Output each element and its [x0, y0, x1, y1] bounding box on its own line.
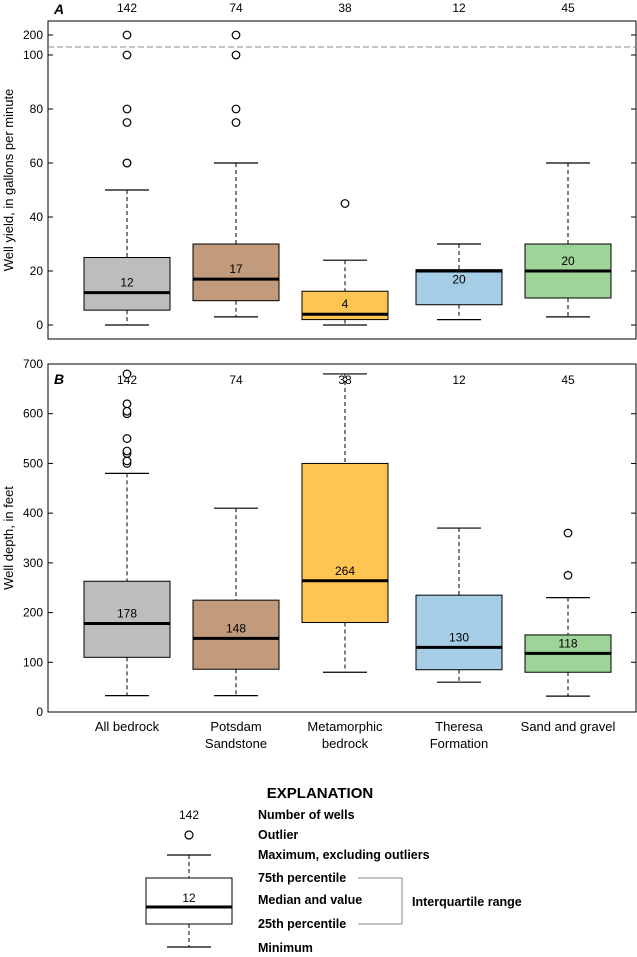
- panel-b-median-value: 148: [226, 621, 246, 635]
- panel-b-median-value: 264: [335, 564, 355, 578]
- x-axis-labels: All bedrock Potsdam Sandstone Metamorphic be…: [95, 719, 616, 751]
- panel-a-outlier: [122, 30, 132, 40]
- panel-a-outlier: [122, 118, 132, 127]
- panel-a-count-label: 38: [338, 1, 352, 15]
- panel-b-count-label: 142: [117, 373, 137, 387]
- panel-b-ytick-label: 600: [23, 407, 43, 421]
- x-category-label: Potsdam: [210, 719, 261, 734]
- panel-b-letter: B: [54, 371, 64, 387]
- panel-b-ytick-label: 200: [23, 606, 43, 620]
- panel-a-ytick-label: 40: [30, 210, 44, 224]
- panel-b-ytick-label: 400: [23, 506, 43, 520]
- panel-b-outlier: [122, 456, 132, 466]
- panel-b-count-label: 45: [561, 373, 575, 387]
- panel-a-letter: A: [53, 1, 64, 17]
- panel-b-outlier: [122, 399, 132, 409]
- panel-b-ytick-label: 700: [23, 357, 43, 371]
- panel-a-ytick-label: 200: [23, 28, 43, 42]
- panel-b-box: [83, 580, 171, 658]
- panel-a-median-value: 4: [342, 297, 349, 311]
- panel-b-box: [415, 594, 503, 671]
- iqr-bracket: [358, 877, 403, 925]
- panel-b-ytick-label: 500: [23, 456, 43, 470]
- panel-a-median-value: 17: [229, 262, 243, 276]
- panel-b-median-value: 118: [558, 636, 577, 650]
- panel-a-box: [83, 257, 171, 311]
- panel-a-plot: 0 20 40 60 80 100 200 142 12 74 17 38 4 12 20 45 20: [23, 1, 636, 332]
- panel-b-box: [301, 462, 389, 624]
- panel-b-outlier: [122, 434, 132, 443]
- panel-b-outlier: [122, 369, 132, 379]
- panel-a-count-label: 45: [561, 1, 575, 15]
- explanation-median: Median and value: [258, 893, 362, 907]
- panel-a-outlier: [122, 158, 132, 168]
- panel-b-median-value: 178: [117, 607, 137, 621]
- panel-a-count-label: 142: [117, 1, 137, 15]
- panel-b-ylabel: Well depth, in feet: [1, 486, 16, 590]
- x-category-label: Sand and gravel: [521, 719, 616, 734]
- explanation-25th: 25th percentile: [258, 917, 346, 931]
- x-category-label: bedrock: [322, 736, 369, 751]
- x-category-label: All bedrock: [95, 719, 160, 734]
- panel-b-frame: [47, 363, 637, 713]
- panel-b-count-label: 12: [452, 373, 466, 387]
- explanation-median-example: 12: [182, 891, 196, 905]
- x-category-label: Sandstone: [205, 736, 267, 751]
- panel-b-count-label: 38: [338, 373, 352, 387]
- panel-b-median-value: 130: [449, 630, 469, 644]
- panel-a-outlier: [231, 118, 241, 127]
- panel-b-box: [192, 599, 280, 670]
- explanation-number-of-wells: Number of wells: [258, 808, 355, 822]
- panel-a-count-label: 74: [229, 1, 243, 15]
- panel-a-median-value: 12: [120, 276, 134, 290]
- panel-a-outlier: [231, 50, 241, 60]
- panel-b-count-label: 74: [229, 373, 243, 387]
- panel-a-median-value: 20: [561, 254, 575, 268]
- panel-a-box: [192, 243, 280, 302]
- explanation-box: [145, 877, 233, 925]
- panel-b-ytick-label: 300: [23, 556, 43, 570]
- panel-a-ytick-label: 60: [30, 156, 44, 170]
- explanation-75th: 75th percentile: [258, 871, 346, 885]
- panel-a-median-value: 20: [452, 273, 466, 287]
- explanation-minimum: Minimum: [258, 941, 313, 955]
- explanation-iqr: Interquartile range: [412, 895, 522, 909]
- panel-a-ytick-label: 0: [36, 318, 43, 332]
- panel-b-plot: 0 100 200 300 400 500 600 700 142 178 74 148 38 264 12…: [23, 357, 636, 719]
- panel-b-outlier: [122, 446, 132, 456]
- panel-b-ytick-label: 0: [36, 705, 43, 719]
- panel-b-outlier: [563, 528, 573, 538]
- panel-a-outlier: [122, 104, 132, 114]
- panel-a-frame: [47, 20, 637, 340]
- explanation: EXPLANATION 142 12 Number of wells Outli…: [145, 785, 522, 955]
- panel-b-ytick-label: 100: [23, 655, 43, 669]
- explanation-count-example: 142: [179, 808, 199, 822]
- x-category-label: Formation: [430, 736, 489, 751]
- panel-a-ytick-label: 80: [30, 102, 44, 116]
- panel-a-outlier: [340, 199, 350, 208]
- panel-a-outlier: [231, 104, 241, 114]
- explanation-outlier-marker: [184, 830, 194, 840]
- explanation-title: EXPLANATION: [267, 785, 373, 802]
- explanation-outlier: Outlier: [258, 828, 298, 842]
- panel-a-outlier: [231, 30, 241, 40]
- panel-a-ylabel: Well yield, in gallons per minute: [1, 89, 16, 272]
- panel-b-outlier: [563, 570, 573, 580]
- panel-a-outlier: [122, 50, 132, 60]
- x-category-label: Theresa: [435, 719, 483, 734]
- panel-b-outlier: [122, 406, 132, 416]
- panel-a-ytick-label: 20: [30, 264, 44, 278]
- panel-a-ytick-label: 100: [23, 48, 43, 62]
- x-category-label: Metamorphic: [307, 719, 383, 734]
- panel-a-count-label: 12: [452, 1, 466, 15]
- explanation-maximum: Maximum, excluding outliers: [258, 848, 430, 862]
